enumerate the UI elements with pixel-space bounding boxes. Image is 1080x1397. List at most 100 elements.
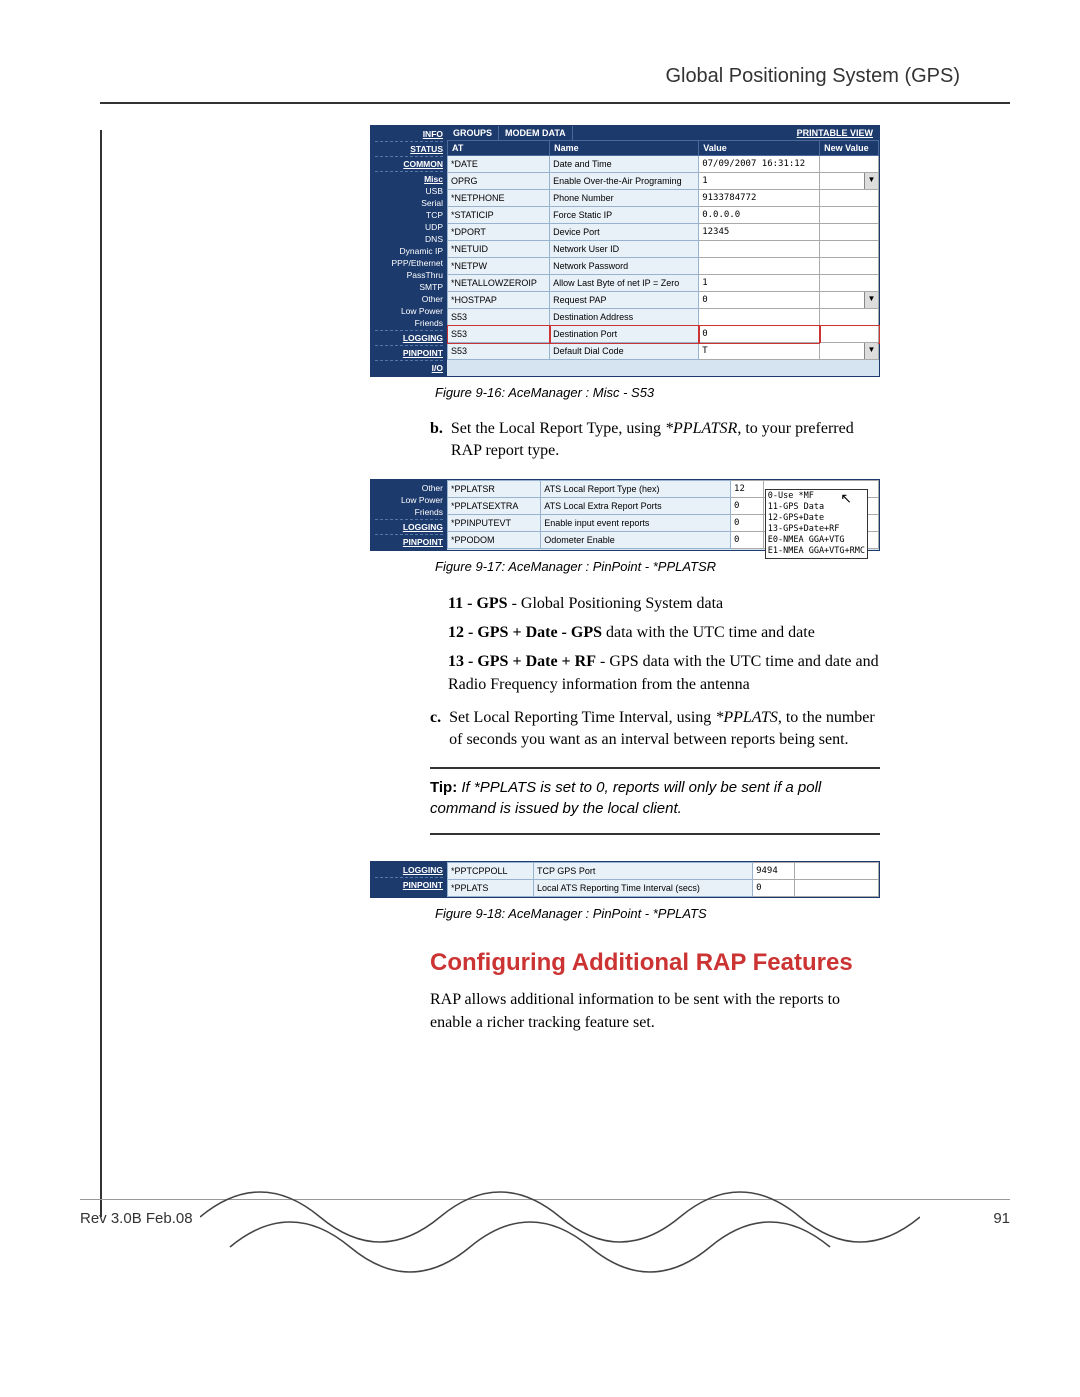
new-value-input[interactable] [820, 190, 879, 207]
value-cell: 9133784772 [699, 190, 820, 207]
sidebar-item[interactable]: Other [375, 482, 443, 494]
value-cell [699, 309, 820, 326]
section-heading: Configuring Additional RAP Features [430, 949, 880, 977]
sidebar-item[interactable]: INFO [375, 128, 443, 140]
sidebar-item[interactable]: USB [375, 185, 443, 197]
name-cell: Local ATS Reporting Time Interval (secs) [533, 880, 752, 897]
name-cell: Date and Time [550, 156, 699, 173]
dropdown-icon[interactable]: ▼ [864, 343, 878, 359]
table-row: *DATEDate and Time07/09/2007 16:31:12 [448, 156, 879, 173]
sidebar-item[interactable]: LOGGING [375, 521, 443, 533]
opt-text: - Global Positioning System data [508, 595, 724, 612]
figure-caption-16: Figure 9-16: AceManager : Misc - S53 [435, 385, 880, 400]
opt-label: 11 - GPS [448, 595, 508, 612]
printable-view-link[interactable]: PRINTABLE VIEW [791, 126, 879, 140]
figure-caption-17: Figure 9-17: AceManager : PinPoint - *PP… [435, 559, 880, 574]
sidebar-item[interactable]: COMMON [375, 158, 443, 170]
new-value-input[interactable] [795, 863, 879, 880]
col-header: New Value [820, 141, 879, 156]
sidebar-item[interactable]: DNS [375, 233, 443, 245]
new-value-input[interactable] [820, 224, 879, 241]
footer-pageno: 91 [993, 1210, 1010, 1227]
groups-sidebar: LOGGING PINPOINT [371, 862, 447, 897]
rule [430, 833, 880, 835]
name-cell: Device Port [550, 224, 699, 241]
new-value-input[interactable] [820, 309, 879, 326]
sidebar-item[interactable]: PassThru [375, 269, 443, 281]
sidebar-item[interactable]: UDP [375, 221, 443, 233]
sidebar-item[interactable]: PINPOINT [375, 347, 443, 359]
name-cell: Network Password [550, 258, 699, 275]
value-cell: 1 [699, 275, 820, 292]
at-cell: *PPLATSEXTRA [448, 497, 541, 514]
at-cell: *DATE [448, 156, 550, 173]
sidebar-item[interactable]: Other [375, 293, 443, 305]
sidebar-item[interactable]: STATUS [375, 143, 443, 155]
new-value-input[interactable] [820, 275, 879, 292]
option-12: 12 - GPS + Date - GPS data with the UTC … [448, 621, 880, 644]
rule [80, 1199, 1010, 1200]
new-value-input[interactable] [820, 241, 879, 258]
tip-text: If *PPLATS is set to 0, reports will onl… [430, 779, 821, 817]
sidebar-item[interactable]: Friends [375, 317, 443, 329]
table-row: S53Default Dial CodeT▼ [448, 343, 879, 360]
table-row: *NETPWNetwork Password [448, 258, 879, 275]
name-cell: ATS Local Report Type (hex) [541, 480, 731, 497]
opt-text: data with the UTC time and date [602, 624, 815, 641]
value-cell: 0 [731, 497, 764, 514]
option-11: 11 - GPS - Global Positioning System dat… [448, 592, 880, 615]
option-13: 13 - GPS + Date + RF - GPS data with the… [448, 650, 880, 696]
groups-tab[interactable]: GROUPS [447, 126, 499, 140]
sidebar-item[interactable]: SMTP [375, 281, 443, 293]
name-cell: Allow Last Byte of net IP = Zero [550, 275, 699, 292]
table-row: *PPLATSLocal ATS Reporting Time Interval… [448, 880, 879, 897]
value-cell: 12 [731, 480, 764, 497]
dropdown-icon[interactable]: ▼ [864, 173, 878, 189]
table-row: S53Destination Address [448, 309, 879, 326]
step-marker: b. [430, 418, 443, 463]
page-header: Global Positioning System (GPS) [665, 65, 960, 88]
at-cell: *NETPHONE [448, 190, 550, 207]
modem-data-tab[interactable]: MODEM DATA [499, 126, 573, 140]
sidebar-item[interactable]: Misc [375, 173, 443, 185]
name-cell: Default Dial Code [550, 343, 699, 360]
new-value-input[interactable] [820, 207, 879, 224]
value-cell: 9494 [753, 863, 795, 880]
new-value-input[interactable] [795, 880, 879, 897]
legend-item: 13-GPS+Date+RF [768, 524, 865, 535]
at-cell: *DPORT [448, 224, 550, 241]
name-cell: Destination Address [550, 309, 699, 326]
col-header: Value [699, 141, 820, 156]
sidebar-item[interactable]: PINPOINT [375, 879, 443, 891]
step-b: b. Set the Local Report Type, using *PPL… [430, 418, 880, 463]
sidebar-item[interactable]: LOGGING [375, 332, 443, 344]
rule [430, 767, 880, 769]
sidebar-item[interactable]: Low Power [375, 305, 443, 317]
at-cell: *STATICIP [448, 207, 550, 224]
sidebar-item[interactable]: PPP/Ethernet [375, 257, 443, 269]
groups-sidebar: OtherLow PowerFriends LOGGING PINPOINT [371, 480, 447, 550]
sidebar-item[interactable]: PINPOINT [375, 536, 443, 548]
dropdown-icon[interactable]: ▼ [864, 292, 878, 308]
legend-item: E0-NMEA GGA+VTG [768, 535, 865, 546]
new-value-input[interactable] [820, 326, 879, 343]
new-value-input[interactable]: ▼ [820, 343, 879, 360]
value-cell [699, 258, 820, 275]
col-header: AT [448, 141, 550, 156]
new-value-input[interactable] [820, 156, 879, 173]
panel-tabs: GROUPS MODEM DATA PRINTABLE VIEW [447, 126, 879, 140]
new-value-input[interactable] [820, 258, 879, 275]
new-value-input[interactable]: ▼ [820, 292, 879, 309]
sidebar-item[interactable]: Friends [375, 506, 443, 518]
table-row: *NETUIDNetwork User ID [448, 241, 879, 258]
sidebar-item[interactable]: Dynamic IP [375, 245, 443, 257]
modem-data-table: ATNameValueNew Value*DATEDate and Time07… [447, 140, 879, 360]
sidebar-item[interactable]: TCP [375, 209, 443, 221]
new-value-input[interactable]: ▼ [820, 173, 879, 190]
sidebar-item[interactable]: I/O [375, 362, 443, 374]
sidebar-item[interactable]: Serial [375, 197, 443, 209]
tip-box: Tip: If *PPLATS is set to 0, reports wil… [430, 777, 880, 819]
sidebar-item[interactable]: Low Power [375, 494, 443, 506]
sidebar-item[interactable]: LOGGING [375, 864, 443, 876]
step-marker: c. [430, 707, 441, 752]
